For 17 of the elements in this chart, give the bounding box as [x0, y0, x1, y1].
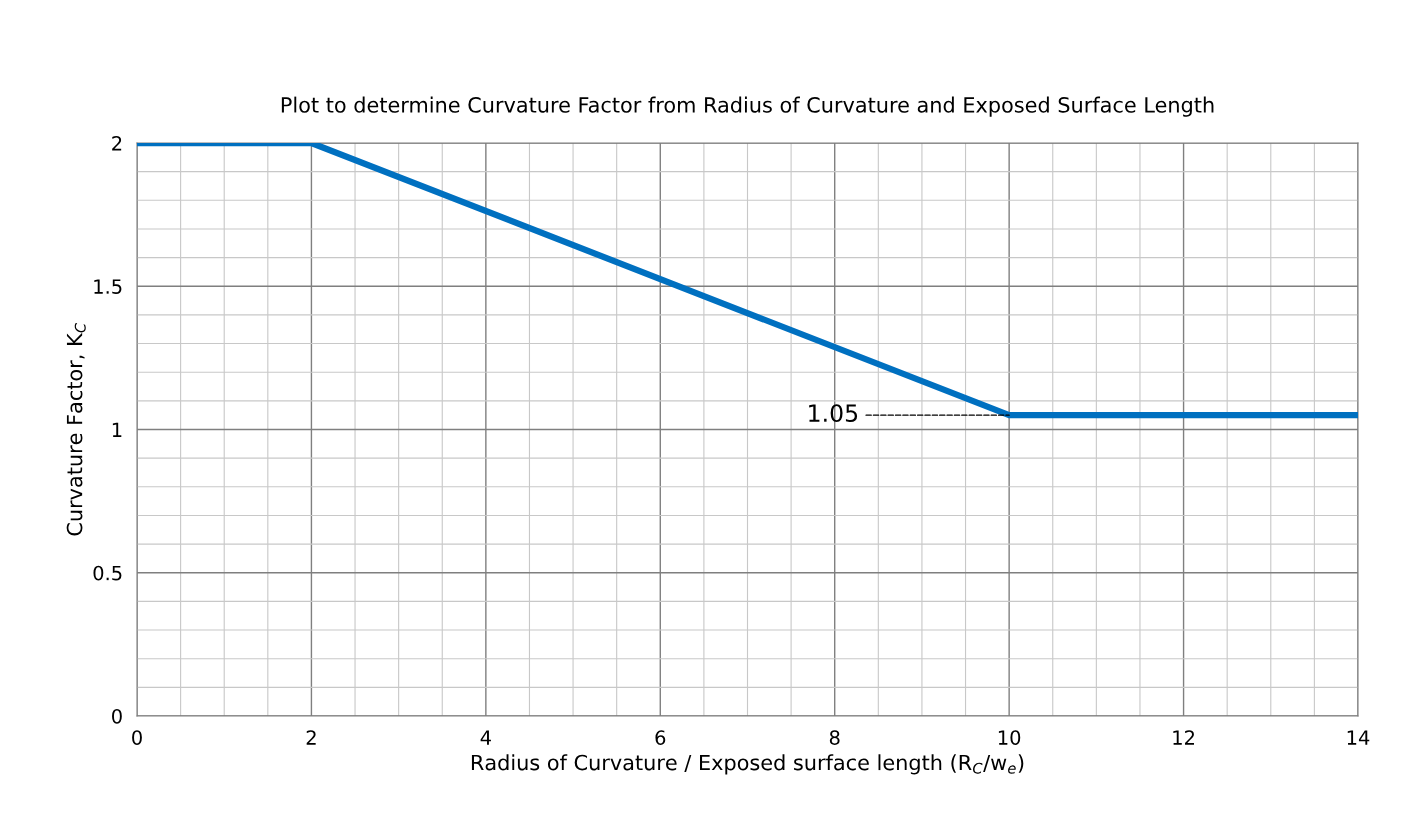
x-tick-label: 12 [1173, 730, 1194, 745]
x-tick-label: 10 [998, 730, 1021, 745]
chart-title: Plot to determine Curvature Factor from Radius of Curvature and Exposed Surface Length [281, 96, 1214, 117]
y-tick-label: 0 [112, 708, 122, 724]
annotation: 1.05 [809, 404, 858, 423]
x-tick-label: 6 [655, 730, 666, 745]
x-tick-label: 8 [829, 730, 840, 745]
x-tick-label: 14 [1347, 730, 1370, 745]
x-tick-label: 4 [480, 730, 491, 745]
x-axis-title: Radius of Curvature / Exposed surface length (R$_{C}$/w$_{e}$) [471, 754, 1024, 775]
x-tick-label: 0 [132, 730, 142, 745]
y-tick-label: 1.5 [94, 279, 122, 294]
y-tick-label: 1 [112, 422, 122, 437]
y-tick-label: 0.5 [93, 565, 122, 581]
x-tick-label: 2 [306, 730, 316, 745]
y-tick-label: 2 [112, 135, 122, 151]
y-axis-title: Curvature Factor, K$_{C}$ [66, 322, 86, 536]
